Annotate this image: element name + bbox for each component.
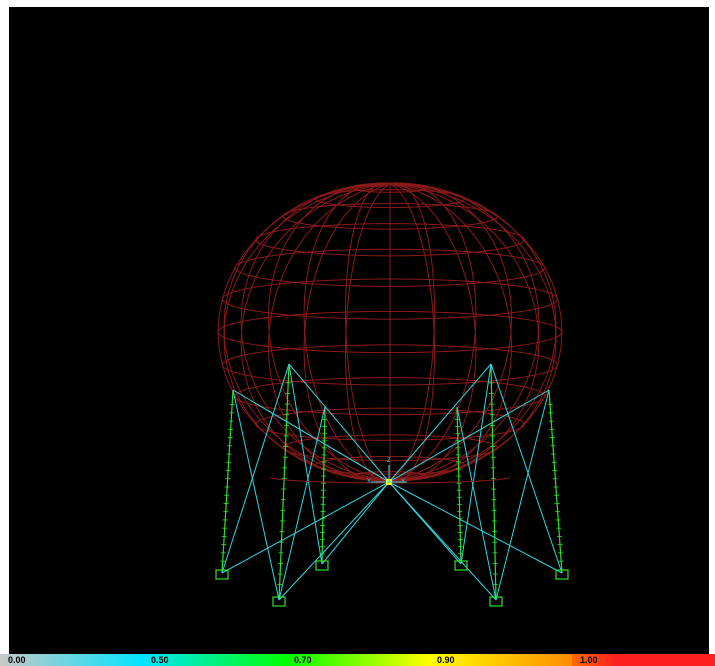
brace — [460, 363, 492, 565]
view-axes-icon: X Y Z — [367, 458, 405, 485]
sphere-meridian — [217, 183, 391, 481]
brace — [495, 389, 550, 601]
sphere-meridian — [303, 182, 391, 481]
legend-stop: 1.00 — [572, 654, 715, 666]
sphere-meridian — [389, 183, 563, 481]
support-column — [456, 406, 462, 565]
sphere-meridian — [389, 183, 557, 481]
legend-stop-label: 0.50 — [151, 655, 169, 665]
support-column — [321, 406, 326, 565]
sphere-meridian — [389, 183, 477, 482]
sphere-meridian — [344, 182, 391, 481]
base-supports — [215, 560, 569, 607]
sphere-meridian — [389, 182, 436, 481]
sphere-meridian — [389, 182, 477, 481]
sphere-meridian — [223, 183, 391, 481]
legend-stop: 0.50 — [143, 654, 286, 666]
sphere-meridian — [389, 183, 557, 481]
legend-stop: 0.00 — [0, 654, 143, 666]
support-column — [548, 389, 563, 574]
hub-strut — [278, 481, 390, 601]
color-legend-bar: 0.00 0.50 0.70 0.90 1.00 — [0, 654, 715, 666]
brace — [490, 363, 563, 574]
legend-stop-label: 0.90 — [437, 655, 455, 665]
sphere-meridian — [223, 183, 391, 481]
support-column — [278, 363, 290, 601]
axis-z-label: Z — [387, 458, 391, 464]
support-column — [221, 389, 234, 574]
support-frame — [220, 363, 564, 601]
spherical-tank-wireframe — [217, 182, 563, 482]
sphere-meridian — [240, 183, 391, 481]
axis-y-label: Y — [401, 479, 405, 485]
legend-stop: 0.90 — [429, 654, 572, 666]
brace — [288, 363, 323, 565]
sphere-meridian — [303, 183, 391, 482]
hub-strut — [221, 481, 390, 574]
hub-strut — [388, 363, 492, 483]
hub-strut — [321, 481, 390, 565]
legend-stop-label: 0.70 — [294, 655, 312, 665]
brace — [221, 363, 290, 574]
hub-strut — [388, 481, 497, 601]
legend-stop-label: 0.00 — [8, 655, 26, 665]
hub-strut — [388, 389, 550, 483]
model-viewport[interactable]: X Y Z — [9, 7, 709, 654]
legend-stop: 0.70 — [286, 654, 429, 666]
axis-x-label: X — [367, 479, 371, 485]
tower-model-svg: X Y Z — [215, 182, 569, 607]
hub-strut — [232, 389, 390, 483]
hub-strut — [388, 481, 563, 574]
brace — [232, 389, 280, 601]
hub-strut — [288, 363, 390, 483]
support-column — [490, 363, 497, 601]
sphere-meridian — [389, 183, 540, 481]
sphere-meridian — [267, 182, 391, 481]
sphere-meridian — [389, 183, 540, 481]
legend-stop-label: 1.00 — [580, 655, 598, 665]
sphere-meridian — [389, 182, 513, 481]
